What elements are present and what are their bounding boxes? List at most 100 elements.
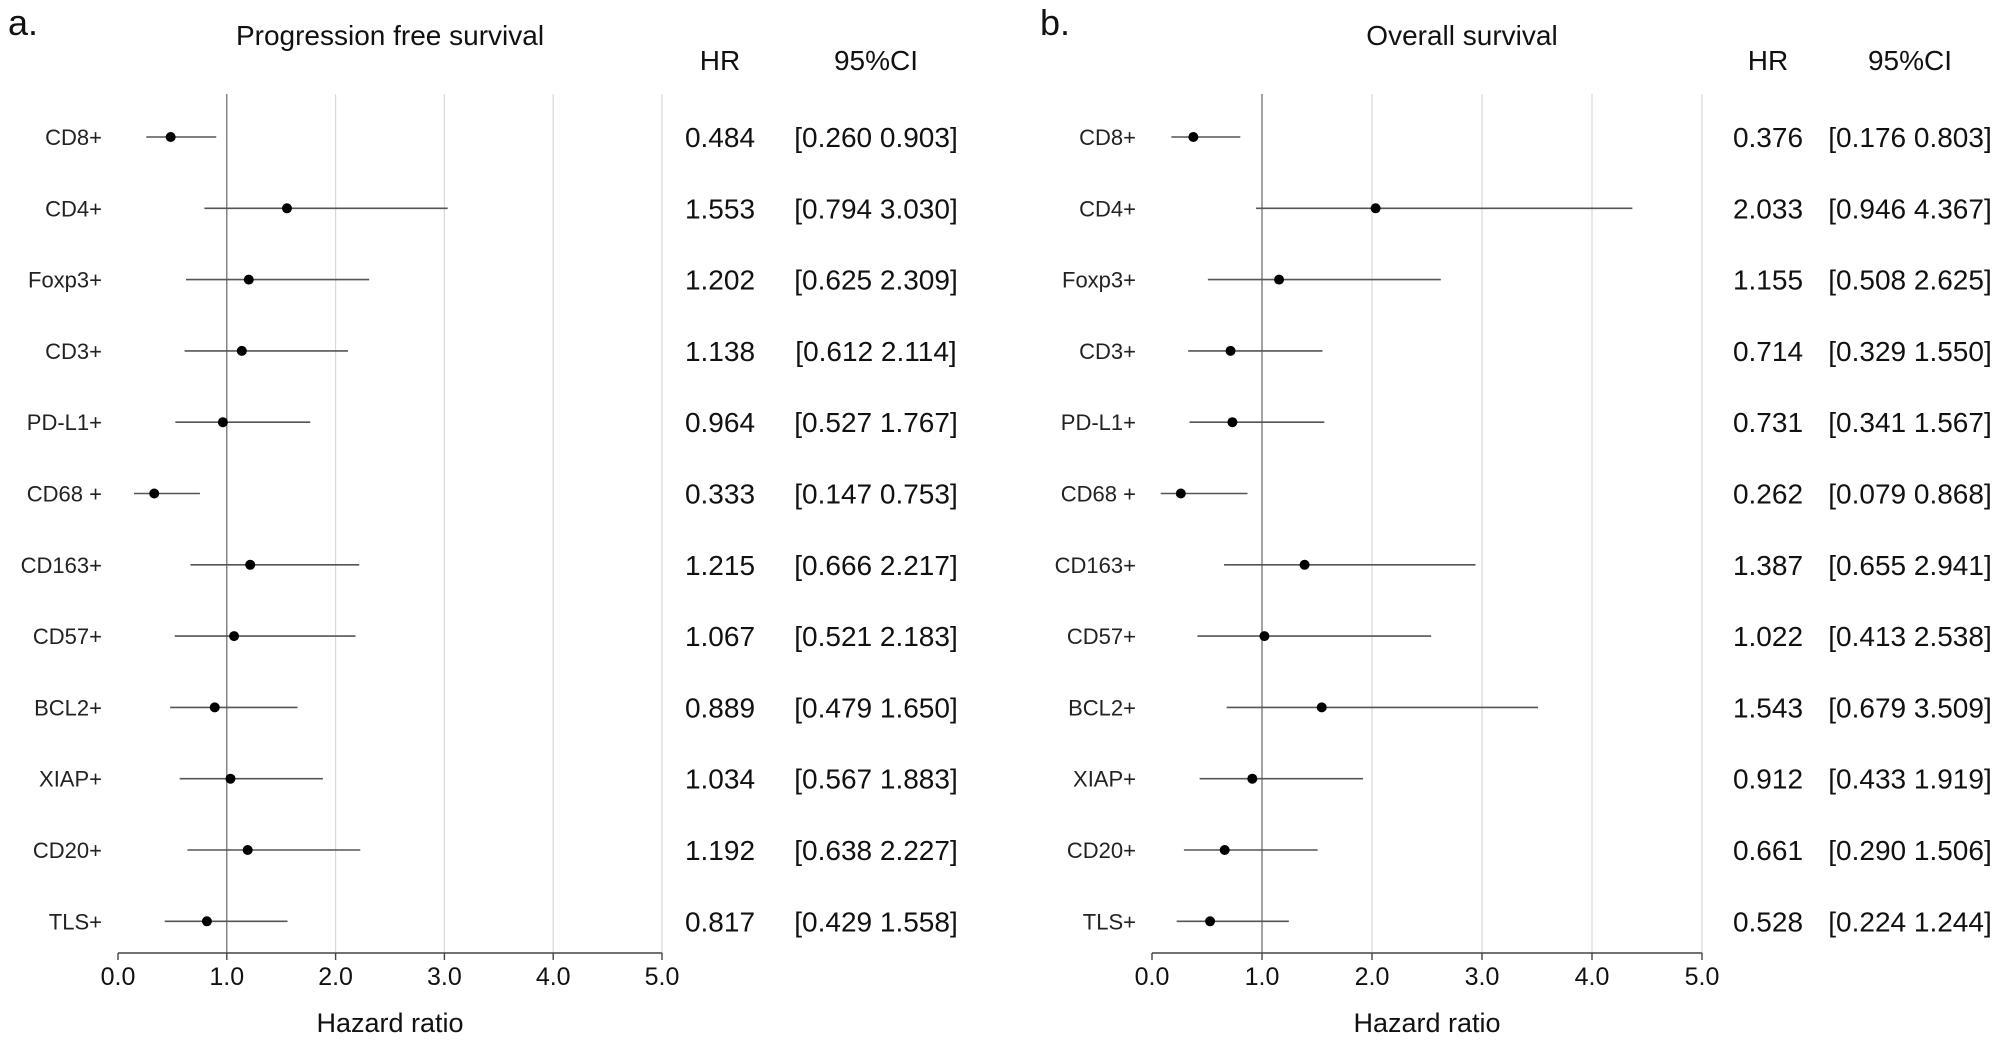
x-tick-label: 1.0 xyxy=(209,963,244,991)
hr-point xyxy=(236,345,247,356)
hr-point xyxy=(201,916,212,927)
hr-point xyxy=(281,203,292,214)
hr-point xyxy=(217,417,228,428)
hr-point xyxy=(1175,488,1186,499)
x-tick-label: 2.0 xyxy=(318,963,353,991)
ci-value: [0.260 0.903] xyxy=(794,122,957,153)
ci-value: [0.666 2.217] xyxy=(794,550,957,581)
row-label: CD4+ xyxy=(45,196,102,221)
hr-value: 1.138 xyxy=(685,336,755,367)
x-tick-label: 2.0 xyxy=(1355,963,1390,991)
row-label: BCL2+ xyxy=(34,695,102,720)
ci-value: [0.224 1.244] xyxy=(1828,906,1991,937)
hr-value: 1.387 xyxy=(1733,550,1803,581)
hr-point xyxy=(245,559,256,570)
row-label: TLS+ xyxy=(49,909,102,934)
row-label: CD57+ xyxy=(1067,624,1136,649)
ci-value: [0.176 0.803] xyxy=(1828,122,1991,153)
hr-point xyxy=(1274,274,1285,285)
hr-value: 1.192 xyxy=(685,835,755,866)
x-tick-label: 5.0 xyxy=(1685,963,1720,991)
hr-point xyxy=(1259,631,1270,642)
ci-value: [0.329 1.550] xyxy=(1828,336,1991,367)
ci-value: [0.433 1.919] xyxy=(1828,764,1991,795)
ci-column-header: 95%CI xyxy=(1868,45,1952,76)
hr-value: 0.889 xyxy=(685,692,755,723)
hr-point xyxy=(1370,203,1381,214)
x-tick-label: 0.0 xyxy=(101,963,136,991)
ci-value: [0.625 2.309] xyxy=(794,265,957,296)
hr-value: 1.034 xyxy=(685,764,755,795)
hr-value: 1.553 xyxy=(685,193,755,224)
x-tick-label: 4.0 xyxy=(536,963,571,991)
row-label: CD3+ xyxy=(45,339,102,364)
panel-letter: a. xyxy=(8,2,38,43)
hr-value: 0.376 xyxy=(1733,122,1803,153)
hr-column-header: HR xyxy=(1748,45,1788,76)
ci-value: [0.679 3.509] xyxy=(1828,692,1991,723)
row-label: CD20+ xyxy=(1067,838,1136,863)
hr-value: 0.333 xyxy=(685,479,755,510)
x-tick-label: 1.0 xyxy=(1245,963,1280,991)
x-tick-label: 0.0 xyxy=(1135,963,1170,991)
ci-value: [0.946 4.367] xyxy=(1828,193,1991,224)
hr-value: 0.484 xyxy=(685,122,755,153)
ci-value: [0.508 2.625] xyxy=(1828,265,1991,296)
row-label: Foxp3+ xyxy=(1062,268,1136,293)
hr-point xyxy=(1205,916,1216,927)
row-label: CD68 + xyxy=(27,482,102,507)
ci-value: [0.612 2.114] xyxy=(795,336,956,367)
ci-value: [0.413 2.538] xyxy=(1828,621,1991,652)
hr-point xyxy=(242,845,253,855)
hr-point xyxy=(229,631,240,642)
x-axis-label: Hazard ratio xyxy=(1353,1008,1500,1038)
x-tick-label: 4.0 xyxy=(1575,963,1610,991)
hr-value: 0.817 xyxy=(685,906,755,937)
row-label: CD8+ xyxy=(45,125,102,150)
ci-value: [0.079 0.868] xyxy=(1828,479,1991,510)
ci-value: [0.429 1.558] xyxy=(794,906,957,937)
ci-value: [0.527 1.767] xyxy=(794,407,957,438)
row-label: PD-L1+ xyxy=(27,410,102,435)
ci-value: [0.567 1.883] xyxy=(794,764,957,795)
panel-b-overall-survival: b. Overall survival HR 95%CI 0.0 1.0 2.0 3.0 4.0… xyxy=(1040,2,1992,1038)
hr-value: 0.528 xyxy=(1733,906,1803,937)
hr-value: 1.215 xyxy=(685,550,755,581)
hr-point xyxy=(1225,345,1236,356)
ci-value: [0.341 1.567] xyxy=(1828,407,1991,438)
ci-value: [0.521 2.183] xyxy=(794,621,957,652)
row-label: PD-L1+ xyxy=(1061,410,1136,435)
row-label: XIAP+ xyxy=(39,767,102,792)
x-tick-label: 5.0 xyxy=(645,963,680,991)
row-label: BCL2+ xyxy=(1068,695,1136,720)
row-label: TLS+ xyxy=(1083,909,1136,934)
hr-value: 0.731 xyxy=(1733,407,1803,438)
row-label: CD57+ xyxy=(33,624,102,649)
chart-title: Progression free survival xyxy=(236,20,544,51)
row-label: CD3+ xyxy=(1079,339,1136,364)
row-label: CD8+ xyxy=(1079,125,1136,150)
ci-value: [0.794 3.030] xyxy=(794,193,957,224)
hr-column-header: HR xyxy=(700,45,740,76)
row-label: XIAP+ xyxy=(1073,767,1136,792)
hr-value: 0.912 xyxy=(1733,764,1803,795)
row-label: CD163+ xyxy=(21,553,102,578)
panel-letter: b. xyxy=(1040,2,1070,43)
hr-value: 0.964 xyxy=(685,407,755,438)
hr-point xyxy=(1299,559,1310,570)
hr-point xyxy=(225,773,236,784)
hr-point xyxy=(243,274,254,285)
hr-point xyxy=(149,488,160,499)
hr-value: 1.022 xyxy=(1733,621,1803,652)
ci-value: [0.655 2.941] xyxy=(1828,550,1991,581)
chart-title: Overall survival xyxy=(1366,20,1557,51)
row-label: CD68 + xyxy=(1061,482,1136,507)
hr-point xyxy=(165,132,176,142)
hr-point xyxy=(209,702,220,713)
x-tick-label: 3.0 xyxy=(1465,963,1500,991)
x-axis-label: Hazard ratio xyxy=(316,1008,463,1038)
x-tick-label: 3.0 xyxy=(427,963,462,991)
ci-value: [0.479 1.650] xyxy=(794,692,957,723)
